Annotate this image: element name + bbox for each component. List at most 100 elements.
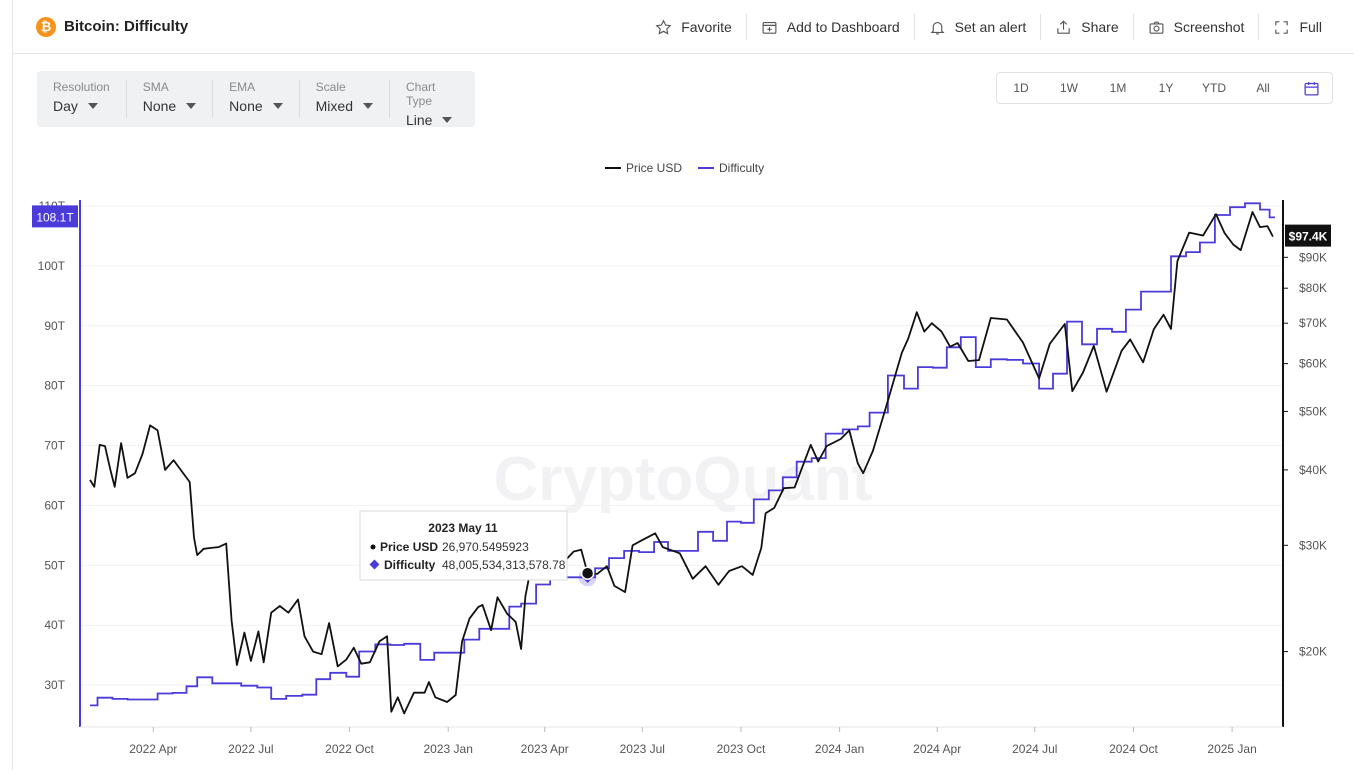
right-axis-tick-label: $30K bbox=[1299, 538, 1327, 552]
tooltip-price-bullet bbox=[370, 544, 376, 550]
caret-down-icon bbox=[442, 117, 453, 123]
legend: Price USD Difficulty bbox=[605, 161, 764, 175]
caret-down-icon bbox=[87, 103, 98, 109]
left-axis-tick-label: 90T bbox=[44, 319, 65, 333]
ema-select[interactable]: EMA None bbox=[213, 80, 300, 118]
left-axis-tick-label: 100T bbox=[38, 259, 66, 273]
right-axis-tick-label: $40K bbox=[1299, 463, 1327, 477]
left-axis-tick-label: 40T bbox=[44, 618, 65, 632]
share-label: Share bbox=[1081, 19, 1119, 35]
chart-controls: Resolution Day SMA None EMA None Scale M… bbox=[37, 71, 475, 128]
scale-select[interactable]: Scale Mixed bbox=[300, 80, 390, 118]
screenshot-label: Screenshot bbox=[1173, 19, 1245, 35]
x-axis-tick-label: 2025 Jan bbox=[1207, 742, 1256, 756]
series-price-line bbox=[89, 211, 1274, 715]
ema-label: EMA bbox=[229, 80, 256, 94]
tooltip-price-label: Price USD bbox=[380, 540, 438, 554]
sma-select[interactable]: SMA None bbox=[127, 80, 214, 118]
tooltip-box bbox=[359, 510, 568, 581]
caret-down-icon bbox=[363, 103, 373, 109]
share-icon bbox=[1057, 19, 1070, 34]
left-axis-tick-label: 50T bbox=[44, 558, 65, 572]
right-axis-tick-label: $70K bbox=[1299, 316, 1327, 330]
add-to-dashboard-button[interactable]: Add to Dashboard bbox=[745, 14, 914, 40]
range-ytd-button[interactable]: YTD bbox=[1202, 81, 1226, 95]
legend-difficulty-label: Difficulty bbox=[719, 161, 764, 175]
chart-type-label: Chart Type bbox=[406, 80, 436, 108]
right-axis-tick-label: $60K bbox=[1299, 357, 1327, 371]
left-axis-tick-label: 60T bbox=[44, 498, 65, 512]
range-all-button[interactable]: All bbox=[1256, 81, 1270, 95]
add-to-dashboard-label: Add to Dashboard bbox=[786, 19, 900, 35]
resolution-value: Day bbox=[53, 98, 78, 114]
chart-type-value: Line bbox=[406, 112, 433, 128]
right-axis-tick-label: $50K bbox=[1299, 404, 1327, 418]
right-axis-tick-label: $90K bbox=[1299, 250, 1327, 264]
camera-icon bbox=[1149, 21, 1164, 34]
x-axis-tick-label: 2023 Jul bbox=[620, 742, 665, 756]
tooltip-difficulty-bullet bbox=[369, 559, 380, 570]
tooltip-date: 2023 May 11 bbox=[428, 521, 498, 535]
fullscreen-icon bbox=[1275, 20, 1289, 34]
watermark: CryptoQuant bbox=[494, 445, 873, 514]
right-axis-tick-label: $80K bbox=[1299, 281, 1327, 295]
dashboard-add-icon bbox=[762, 21, 777, 34]
tooltip: 2023 May 11 Price USD 26,970.5495923 Diffic… bbox=[359, 510, 568, 581]
fullscreen-button[interactable]: Full bbox=[1258, 14, 1336, 40]
x-axis-tick-label: 2022 Jul bbox=[228, 742, 273, 756]
left-current-value-badge bbox=[32, 205, 78, 228]
header: ₿ Bitcoin: Difficulty Favorite Add to Da… bbox=[12, 0, 1354, 54]
range-selector: 1D 1W 1M 1Y YTD All bbox=[996, 72, 1333, 104]
right-current-value-label: $97.4K bbox=[1289, 230, 1328, 244]
left-border bbox=[12, 0, 13, 770]
page-title: Bitcoin: Difficulty bbox=[64, 18, 189, 35]
bell-icon bbox=[930, 21, 945, 34]
range-1y-button[interactable]: 1Y bbox=[1158, 81, 1174, 95]
right-axis-tick-label: $20K bbox=[1299, 645, 1327, 659]
x-axis-tick-label: 2023 Jan bbox=[423, 742, 472, 756]
right-current-value-badge bbox=[1285, 224, 1331, 247]
legend-price-label: Price USD bbox=[626, 161, 682, 175]
sma-value: None bbox=[142, 98, 177, 114]
resolution-select[interactable]: Resolution Day bbox=[37, 80, 127, 118]
left-current-value-label: 108.1T bbox=[36, 210, 74, 224]
calendar-icon bbox=[1304, 81, 1319, 96]
x-axis-tick-label: 2024 Jan bbox=[815, 742, 864, 756]
star-icon bbox=[655, 18, 672, 35]
favorite-button[interactable]: Favorite bbox=[641, 14, 746, 40]
header-actions: Favorite Add to Dashboard Set an alert S… bbox=[641, 0, 1336, 54]
left-axis-tick-label: 70T bbox=[44, 439, 65, 453]
caret-down-icon bbox=[186, 103, 197, 109]
tooltip-difficulty-label: Difficulty bbox=[384, 558, 436, 572]
x-axis-tick-label: 2024 Jul bbox=[1012, 742, 1057, 756]
left-axis-tick-label: 80T bbox=[44, 379, 65, 393]
chart-type-select[interactable]: Chart Type Line bbox=[390, 80, 475, 128]
range-1w-button[interactable]: 1W bbox=[1060, 81, 1078, 95]
screenshot-button[interactable]: Screenshot bbox=[1132, 14, 1259, 40]
series-difficulty-line bbox=[90, 202, 1275, 707]
x-axis-tick-label: 2022 Apr bbox=[129, 742, 177, 756]
calendar-button[interactable] bbox=[1303, 80, 1320, 97]
left-axis-tick-label: 30T bbox=[44, 678, 65, 692]
x-axis-tick-label: 2023 Oct bbox=[717, 742, 766, 756]
tooltip-difficulty-value: 48,005,534,313,578.78 bbox=[442, 558, 566, 572]
ema-value: None bbox=[229, 98, 263, 114]
x-axis-tick-label: 2023 Apr bbox=[521, 742, 569, 756]
resolution-label: Resolution bbox=[53, 80, 110, 94]
range-1m-button[interactable]: 1M bbox=[1109, 81, 1127, 95]
set-alert-label: Set an alert bbox=[954, 19, 1027, 35]
scale-label: Scale bbox=[315, 80, 346, 94]
fullscreen-label: Full bbox=[1299, 19, 1322, 35]
x-axis-tick-label: 2024 Apr bbox=[913, 742, 961, 756]
sma-label: SMA bbox=[142, 80, 169, 94]
set-alert-button[interactable]: Set an alert bbox=[913, 14, 1041, 40]
title-wrap: ₿ Bitcoin: Difficulty bbox=[12, 16, 189, 37]
x-axis-tick-label: 2024 Oct bbox=[1109, 742, 1158, 756]
range-1d-button[interactable]: 1D bbox=[1013, 81, 1029, 95]
x-axis-tick-label: 2022 Oct bbox=[325, 742, 374, 756]
caret-down-icon bbox=[272, 103, 283, 109]
share-button[interactable]: Share bbox=[1040, 14, 1132, 40]
bitcoin-icon: ₿ bbox=[36, 16, 56, 37]
